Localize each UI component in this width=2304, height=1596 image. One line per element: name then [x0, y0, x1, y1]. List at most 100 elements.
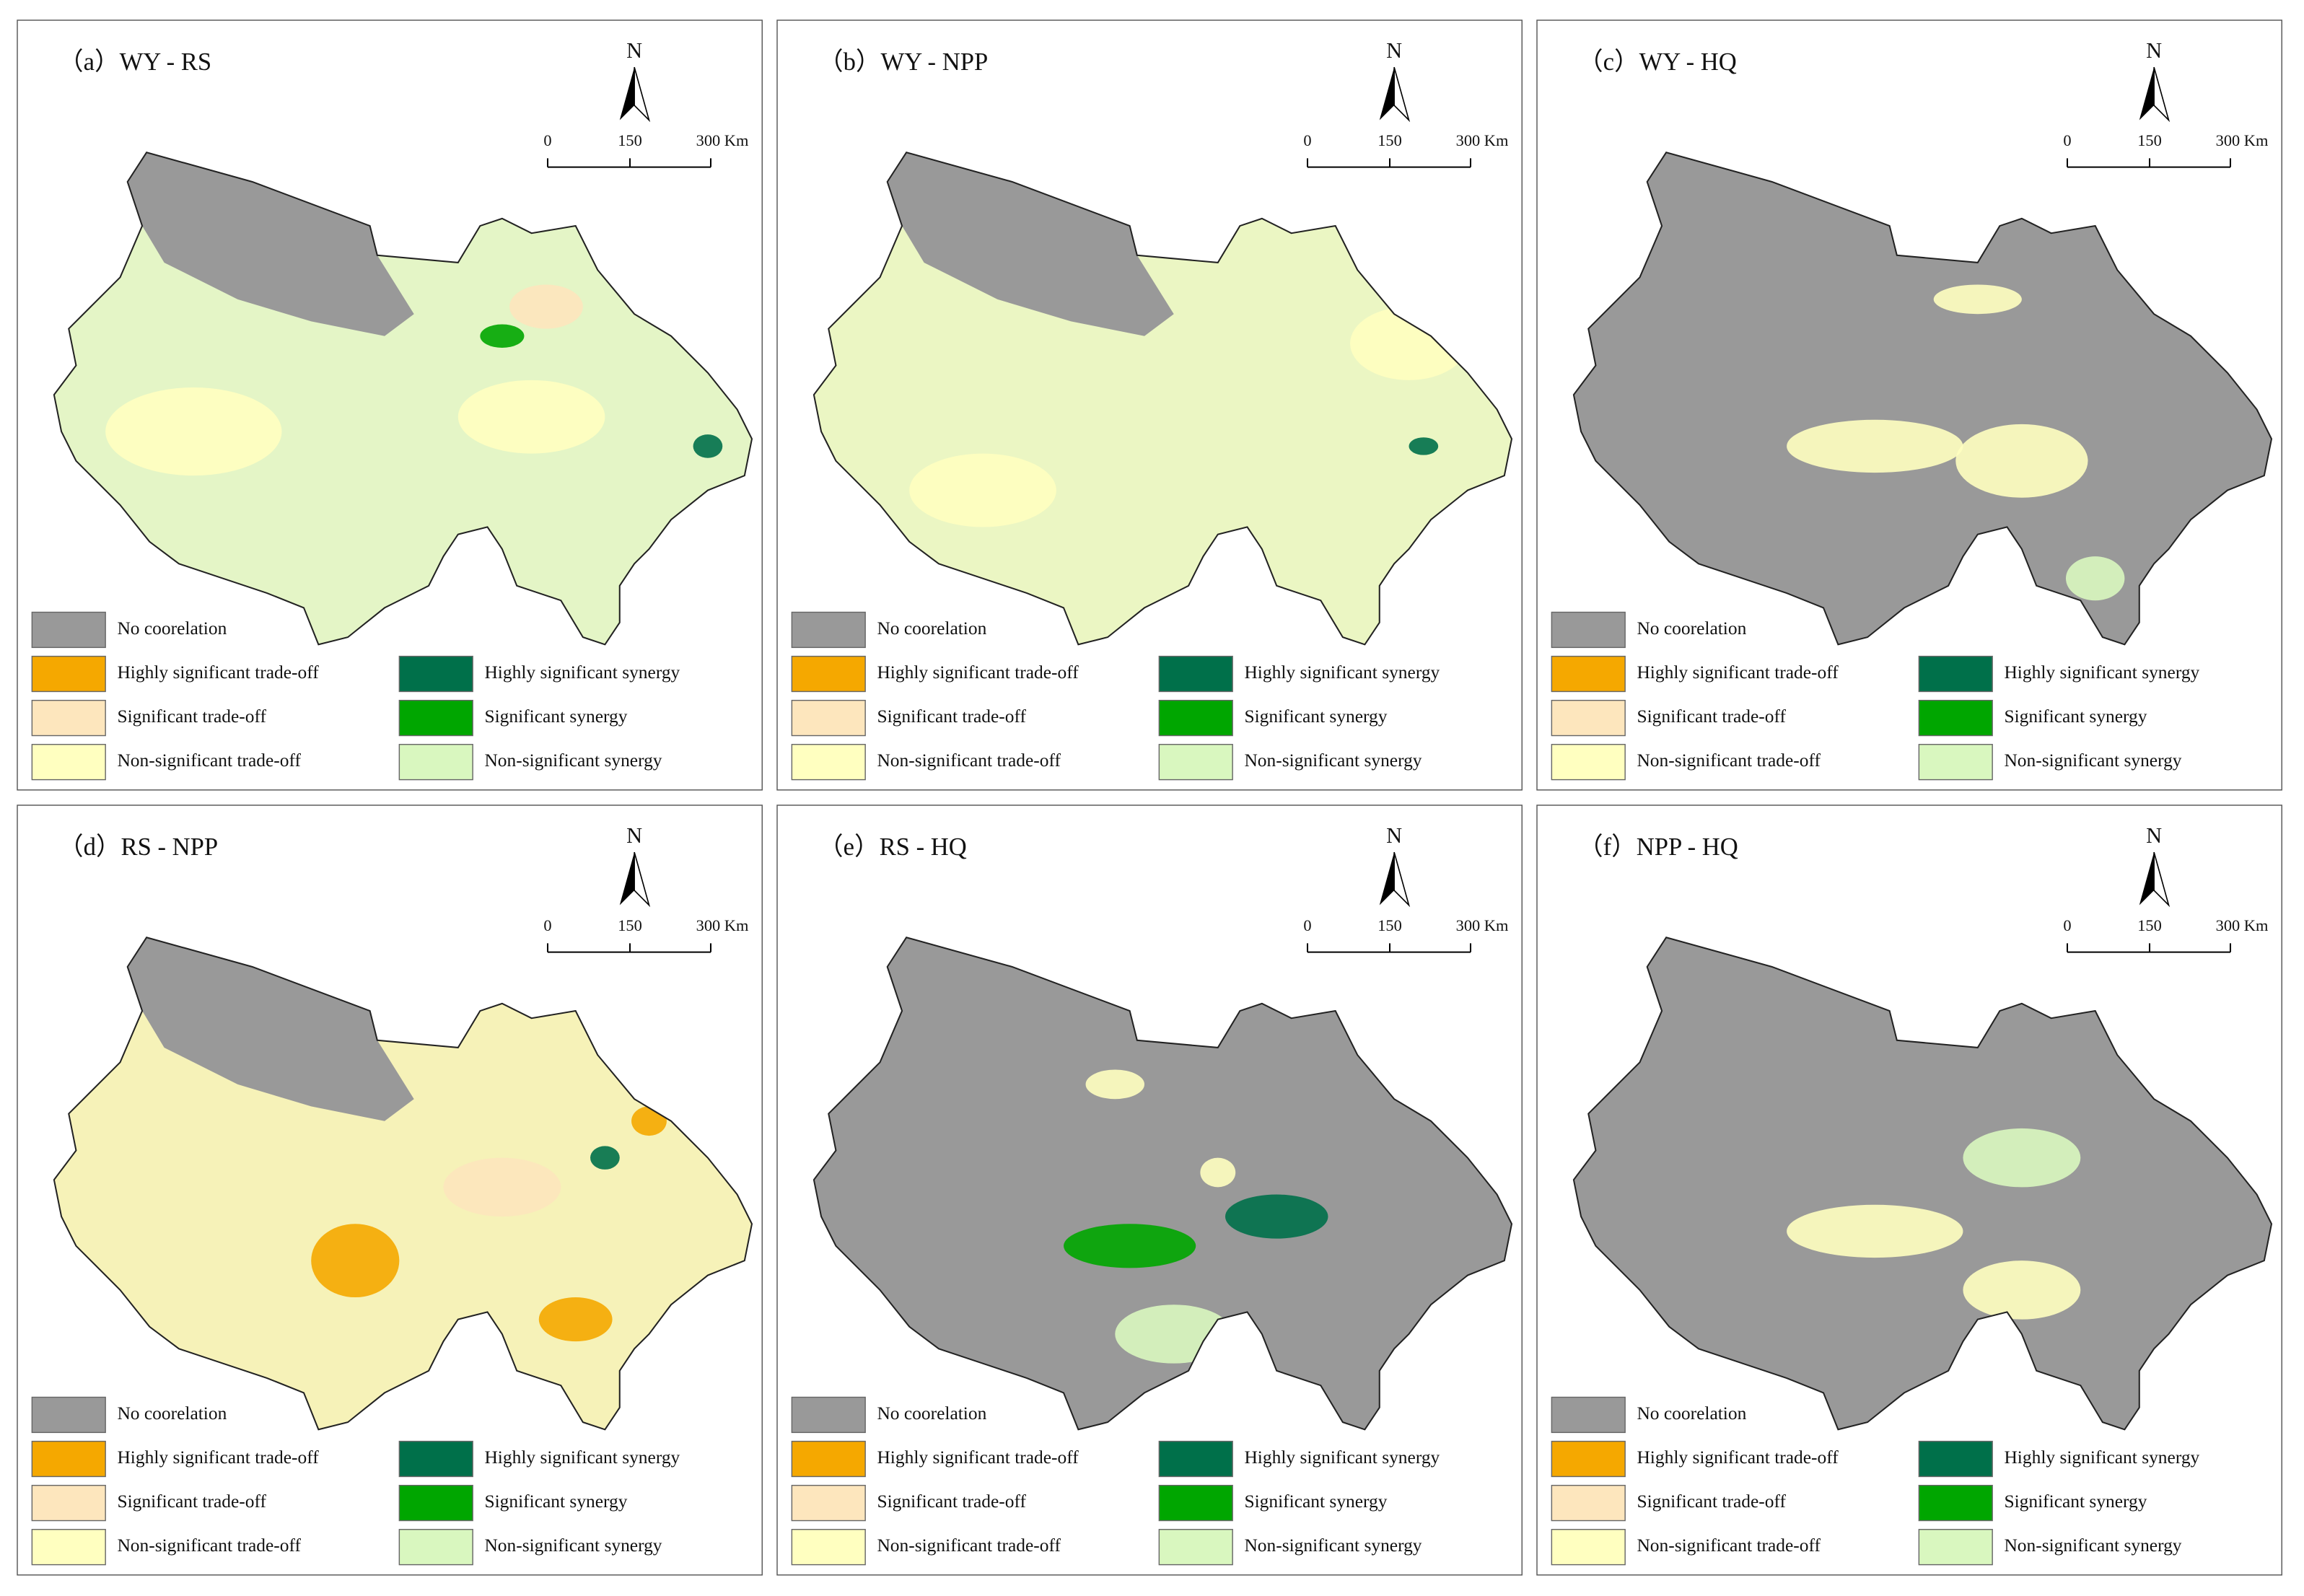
legend-swatch — [1551, 1440, 1626, 1478]
legend-label: Non-significant trade-off — [1637, 750, 1821, 771]
legend-label: No coorelation — [877, 1403, 986, 1424]
legend-label: Non-significant trade-off — [877, 750, 1061, 771]
scale-label: 300 Km — [1456, 131, 1509, 149]
map-patch — [1963, 1260, 2081, 1320]
legend-swatch — [791, 1440, 866, 1478]
legend-label: No coorelation — [1637, 1403, 1746, 1424]
map-panel: （c）WY - HQ N 0 150 300 Km No coorelation Highl… — [1536, 19, 2282, 791]
map-patch — [2065, 556, 2125, 601]
panel-title: （d）RS - NPP — [58, 833, 218, 861]
legend-label: Non-significant synergy — [2004, 750, 2181, 771]
north-label: N — [626, 823, 642, 848]
legend-swatch — [1918, 1484, 1993, 1522]
north-arrow — [2153, 66, 2171, 123]
map-patch — [1225, 1194, 1328, 1239]
north-label: N — [2146, 38, 2162, 63]
legend-label: Significant trade-off — [117, 706, 266, 727]
legend-swatch — [1918, 699, 1993, 737]
panel-title: （f）NPP - HQ — [1578, 833, 1738, 861]
north-label: N — [626, 38, 642, 63]
legend-label: Non-significant synergy — [1244, 1535, 1422, 1556]
map-panel: （d）RS - NPP N 0 150 300 Km No coorelation High… — [17, 804, 763, 1576]
legend-swatch — [398, 1440, 473, 1478]
legend-swatch — [791, 744, 866, 781]
map-patch — [480, 324, 525, 348]
legend-label: Non-significant synergy — [1244, 750, 1422, 771]
legend-label: Significant synergy — [2004, 1491, 2147, 1512]
legend-label: Non-significant trade-off — [877, 1535, 1061, 1556]
panel-title: （c）WY - HQ — [1578, 48, 1737, 76]
legend-swatch — [31, 1396, 106, 1434]
legend-label: No coorelation — [117, 618, 227, 639]
legend-label: No coorelation — [1637, 618, 1746, 639]
legend-label: Highly significant trade-off — [877, 662, 1079, 683]
legend-swatch — [791, 1396, 866, 1434]
legend-label: Non-significant trade-off — [1637, 1535, 1821, 1556]
scale-label: 0 — [2063, 131, 2071, 149]
legend-label: Significant synergy — [484, 706, 627, 727]
panel-title: （e）RS - HQ — [818, 833, 967, 861]
no-correlation-area — [887, 152, 1174, 336]
legend-swatch — [398, 1484, 473, 1522]
legend-label: Significant synergy — [2004, 706, 2147, 727]
legend-label: Non-significant trade-off — [117, 750, 301, 771]
scale-label: 0 — [543, 916, 551, 934]
map-panel: （a）WY - RS N 0 150 300 Km No coorelation Highl… — [17, 19, 763, 791]
legend-swatch — [31, 699, 106, 737]
legend-label: Significant synergy — [484, 1491, 627, 1512]
legend-swatch — [1918, 655, 1993, 693]
legend-swatch — [1551, 1529, 1626, 1566]
legend-swatch — [1551, 744, 1626, 781]
map-patch — [105, 387, 282, 476]
legend-swatch — [398, 699, 473, 737]
scale-label: 300 Km — [1456, 916, 1509, 934]
legend-swatch — [791, 655, 866, 693]
legend-label: No coorelation — [117, 1403, 227, 1424]
legend-swatch — [1158, 744, 1233, 781]
legend-swatch — [31, 744, 106, 781]
legend-swatch — [31, 1529, 106, 1566]
legend-label: No coorelation — [877, 618, 986, 639]
legend-label: Significant synergy — [1244, 1491, 1387, 1512]
north-label: N — [1386, 38, 1402, 63]
map-patch — [311, 1224, 400, 1298]
map-patch — [693, 434, 723, 458]
map-panel: （b）WY - NPP N 0 150 300 Km No coorelation High… — [776, 19, 1523, 791]
scale-label: 0 — [1303, 131, 1311, 149]
no-correlation-area — [127, 152, 414, 336]
map-patch — [509, 284, 583, 329]
legend-label: Significant trade-off — [877, 1491, 1026, 1512]
legend-swatch — [791, 611, 866, 649]
legend-label: Significant trade-off — [117, 1491, 266, 1512]
scale-label: 0 — [543, 131, 551, 149]
north-label: N — [1386, 823, 1402, 848]
legend-swatch — [791, 1529, 866, 1566]
legend-swatch — [1158, 1484, 1233, 1522]
legend-swatch — [31, 1484, 106, 1522]
legend-swatch — [1918, 1529, 1993, 1566]
scale-label: 300 Km — [696, 916, 749, 934]
north-arrow — [634, 66, 651, 123]
north-arrow — [1393, 851, 1411, 908]
legend-swatch — [1158, 1440, 1233, 1478]
scale-label: 0 — [1303, 916, 1311, 934]
scale-label: 150 — [1377, 131, 1402, 149]
legend-swatch — [31, 611, 106, 649]
map-patch — [1933, 284, 2022, 315]
map-panel: （e）RS - HQ N 0 150 300 Km No coorelation Highl… — [776, 804, 1523, 1576]
legend-label: Highly significant synergy — [2004, 662, 2199, 683]
legend-label: Highly significant synergy — [484, 662, 680, 683]
map-patch — [1085, 1069, 1144, 1100]
legend-swatch — [1158, 1529, 1233, 1566]
legend-swatch — [791, 1484, 866, 1522]
legend-label: Non-significant trade-off — [117, 1535, 301, 1556]
map-patch — [538, 1297, 613, 1342]
scale-label: 150 — [618, 916, 642, 934]
north-arrow — [2153, 851, 2171, 908]
scale-label: 300 Km — [2216, 131, 2269, 149]
legend-label: Non-significant synergy — [2004, 1535, 2181, 1556]
legend-swatch — [1918, 744, 1993, 781]
legend-label: Non-significant synergy — [484, 750, 662, 771]
